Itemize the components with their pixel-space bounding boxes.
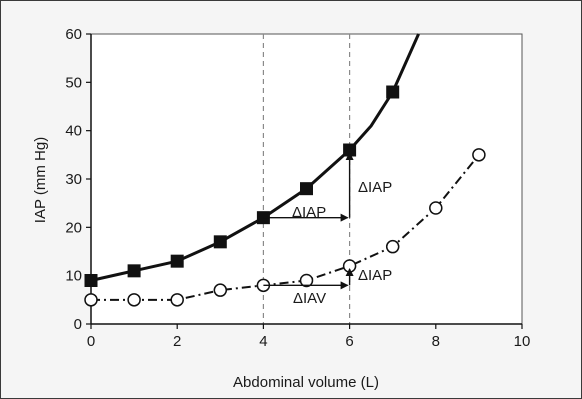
circle-marker — [84, 293, 98, 307]
circle-marker — [385, 239, 400, 254]
square-marker — [170, 254, 184, 268]
series-2-line — [91, 154, 480, 301]
x-tick-label: 10 — [514, 333, 531, 350]
y-tick-label: 60 — [65, 26, 82, 43]
y-tick-label: 30 — [65, 171, 82, 188]
annotation-lower-iap-label: ΔIAP — [358, 267, 392, 284]
x-tick-label: 2 — [173, 333, 181, 350]
square-marker — [213, 235, 227, 249]
x-tick-label: 6 — [345, 333, 353, 350]
circle-marker — [170, 293, 184, 307]
annotation-upper-iap-label: ΔIAP — [358, 179, 392, 196]
annotation-upper-iav-label: ΔIAP — [292, 204, 326, 221]
y-tick-label: 50 — [65, 74, 82, 91]
x-axis-label: Abdominal volume (L) — [233, 374, 379, 391]
x-tick-label: 0 — [87, 333, 95, 350]
x-tick-label: 8 — [432, 333, 440, 350]
annotations — [263, 152, 354, 290]
square-marker — [127, 264, 141, 278]
series-1-line — [90, 33, 420, 282]
circle-marker — [213, 283, 228, 297]
circle-marker — [429, 201, 443, 215]
y-tick-label: 20 — [65, 219, 82, 236]
series-lines — [90, 33, 480, 301]
circle-marker — [127, 293, 141, 307]
circle-marker — [299, 273, 314, 288]
square-marker — [84, 274, 98, 287]
y-axis-label: IAP (mm Hg) — [32, 137, 49, 223]
y-tick-label: 40 — [65, 123, 82, 140]
annotation-lower-iav-label: ΔIAV — [293, 290, 326, 307]
square-marker — [300, 182, 313, 196]
x-tick-label: 4 — [259, 333, 267, 350]
circle-marker — [472, 148, 486, 162]
axes: 0 10 20 30 40 50 60 0 2 4 6 8 10 — [65, 26, 530, 350]
y-tick-label: 0 — [74, 316, 82, 333]
square-marker — [386, 85, 400, 99]
y-tick-label: 10 — [65, 268, 82, 285]
